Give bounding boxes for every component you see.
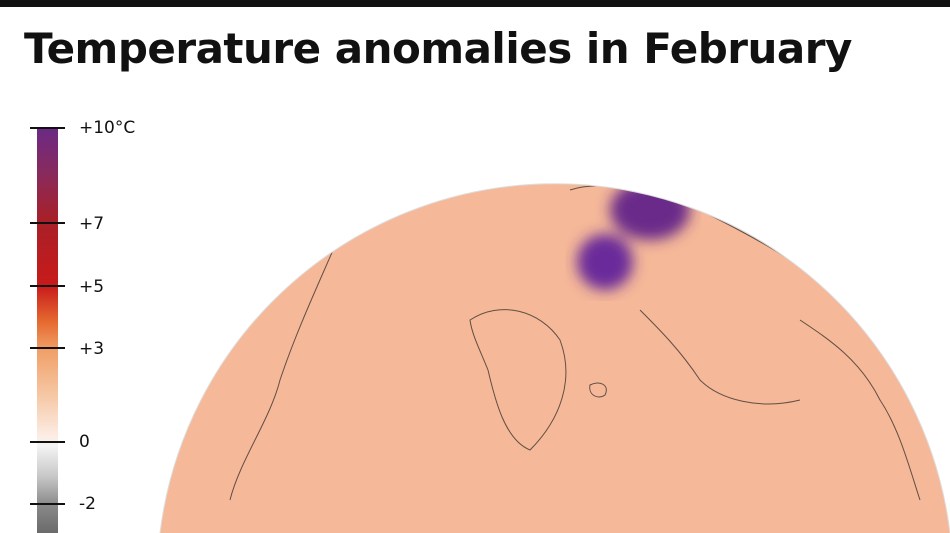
legend-tick-label: +5: [79, 277, 105, 297]
legend-tick: [30, 222, 65, 224]
legend-tick: [30, 347, 65, 349]
legend-tick: [30, 503, 65, 505]
legend-gradient-bar: [37, 127, 58, 533]
legend-tick: [30, 285, 65, 287]
legend-tick-label: -2: [79, 494, 96, 514]
legend-tick-label: 0: [79, 432, 90, 452]
top-rule: [0, 0, 950, 7]
coastlines: [229, 185, 921, 501]
legend-tick-label: +3: [79, 339, 105, 359]
legend-tick-label: +7: [79, 214, 105, 234]
legend-tick: [30, 441, 65, 443]
globe-outline: [159, 183, 950, 533]
page-title: Temperature anomalies in February: [24, 24, 852, 73]
legend-tick-label: +10°C: [79, 118, 136, 138]
legend-tick: [30, 127, 65, 129]
